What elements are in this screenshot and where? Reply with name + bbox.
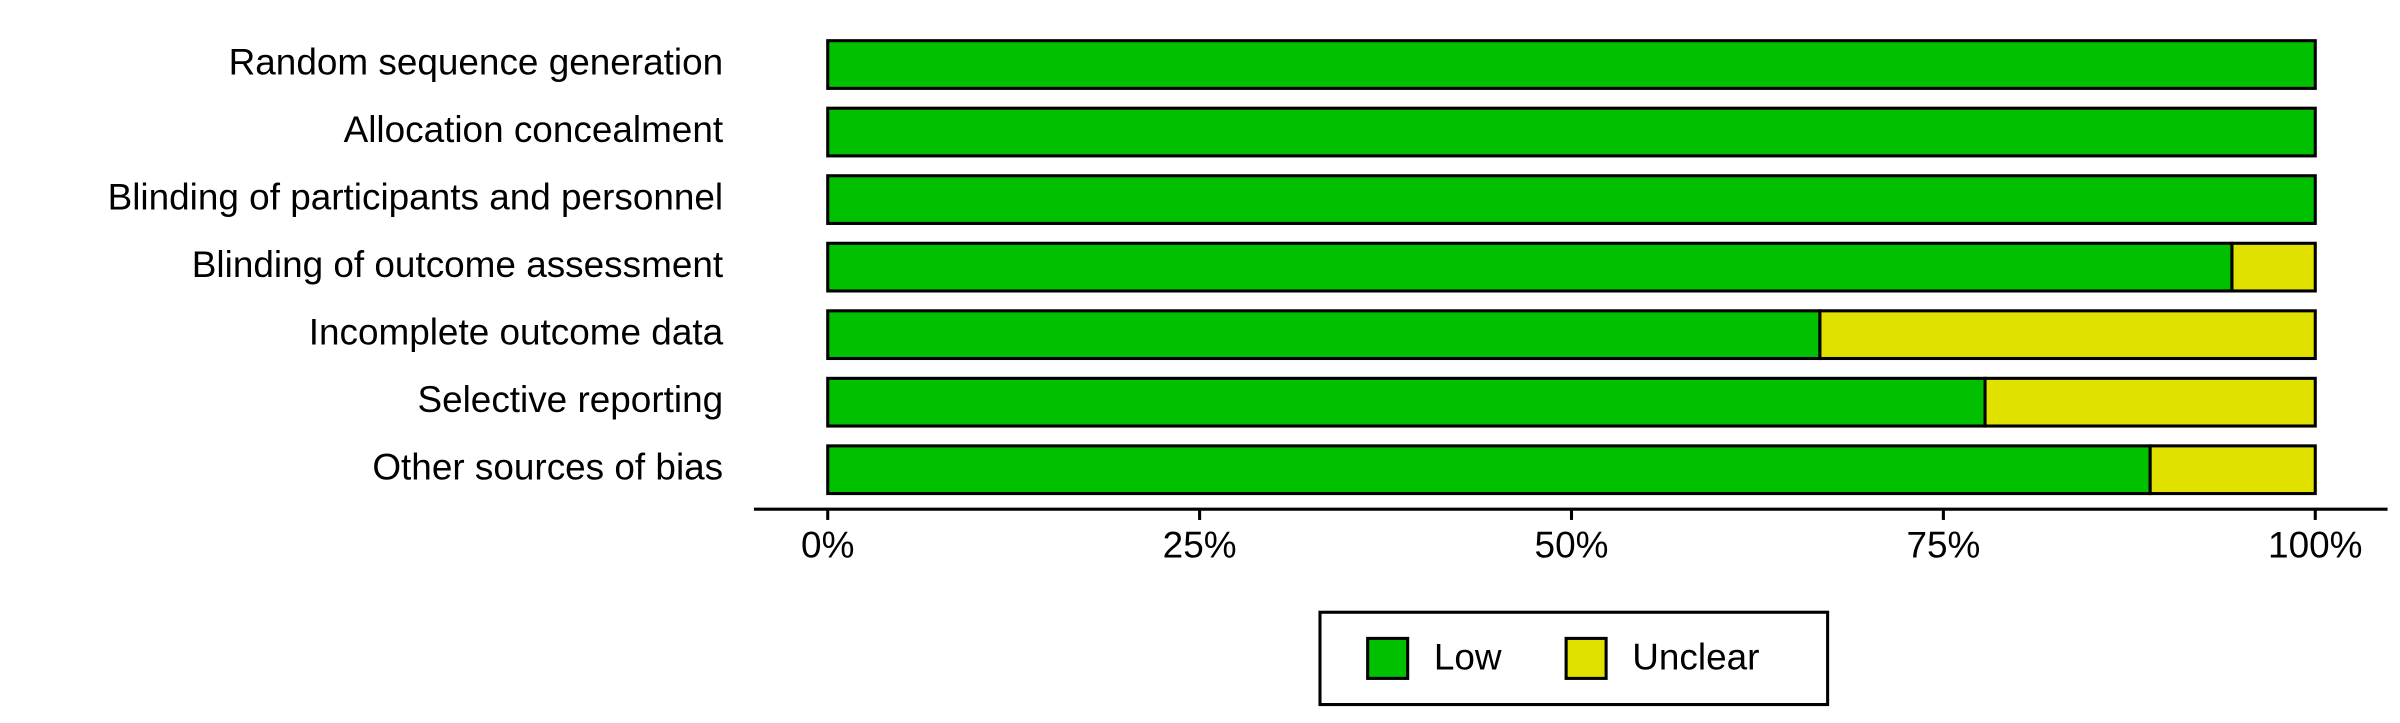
bar-segment — [1983, 376, 2317, 428]
y-tick-label: Selective reporting — [417, 379, 723, 420]
y-tick-label: Blinding of outcome assessment — [192, 244, 723, 285]
bar-segment — [1818, 309, 2317, 361]
x-tick-label: 75% — [1906, 524, 1980, 565]
x-tick-label: 100% — [2268, 524, 2362, 565]
bar-segment — [826, 174, 2317, 225]
bar-segment — [826, 376, 1987, 428]
y-tick-label: Other sources of bias — [372, 446, 723, 487]
x-tick-label: 50% — [1535, 524, 1609, 565]
y-tick-label: Incomplete outcome data — [309, 311, 724, 352]
bar-segment — [826, 444, 2152, 496]
y-tick-label: Blinding of participants and personnel — [108, 176, 724, 217]
x-tick-label: 25% — [1163, 524, 1237, 565]
legend-label: Unclear — [1632, 637, 1759, 678]
bar-segment — [826, 39, 2317, 90]
x-tick-label: 0% — [801, 524, 854, 565]
bar-segment — [826, 309, 1822, 361]
bar-segment — [2230, 241, 2317, 293]
legend-box — [1318, 610, 1830, 707]
bar-segment — [826, 106, 2317, 158]
y-tick-label: Random sequence generation — [229, 41, 724, 82]
bar-segment — [2148, 444, 2317, 496]
legend-swatch — [1366, 636, 1410, 680]
legend-swatch — [1564, 636, 1608, 680]
y-tick-label: Allocation concealment — [344, 109, 724, 150]
bar-segment — [826, 241, 2234, 293]
legend-label: Low — [1434, 637, 1502, 678]
